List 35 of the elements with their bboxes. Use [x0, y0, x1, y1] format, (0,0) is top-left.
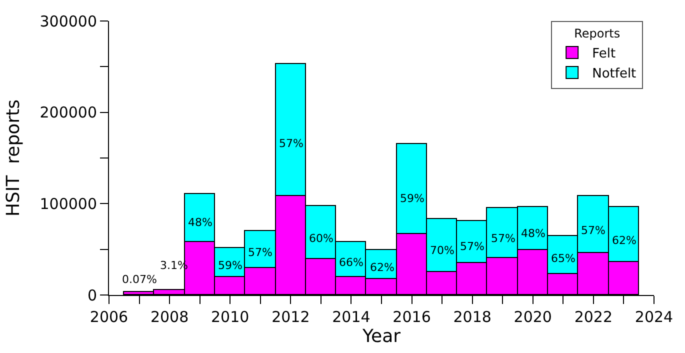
annotation: 57%	[248, 246, 272, 259]
x-tick-label: 2008	[150, 308, 189, 326]
annotation: 57%	[581, 224, 606, 237]
annotation: 65%	[551, 252, 576, 265]
annotation: 62%	[370, 261, 394, 274]
legend-label: Notfelt	[592, 66, 636, 82]
annotation: 0.07%	[122, 273, 157, 286]
annotation: 60%	[309, 232, 334, 245]
annotation: 62%	[612, 234, 636, 247]
x-tick-label: 2010	[211, 308, 250, 326]
y-tick-label: 200000	[40, 104, 97, 122]
x-axis-title: Year	[361, 326, 402, 347]
x-tick-label: 2022	[574, 308, 613, 326]
x-tick-label: 2006	[90, 308, 128, 326]
x-tick-label: 2020	[514, 308, 552, 326]
annotation: 57%	[460, 240, 484, 253]
annotation: 59%	[218, 259, 242, 272]
annotation: 59%	[400, 192, 424, 205]
annotation: 57%	[279, 137, 304, 150]
x-tick-label: 2018	[453, 308, 492, 326]
x-tick-label: 2016	[392, 308, 431, 326]
annotation: 66%	[339, 256, 364, 269]
annotation: 48%	[188, 216, 212, 229]
legend-title: Reports	[574, 26, 620, 41]
y-tick-label: 300000	[40, 12, 97, 30]
y-axis-title: HSIT reports	[2, 99, 24, 217]
y-tick-label: 100000	[40, 194, 97, 213]
y-tick-label: 0	[87, 286, 97, 304]
x-tick-label: 2024	[634, 308, 674, 326]
legend-label: Felt	[592, 46, 616, 62]
x-tick-label: 2014	[332, 308, 370, 326]
annotation: 57%	[491, 232, 516, 245]
annotation: 70%	[430, 244, 454, 257]
annotation: 48%	[521, 227, 546, 240]
x-tick-label: 2012	[272, 308, 310, 326]
